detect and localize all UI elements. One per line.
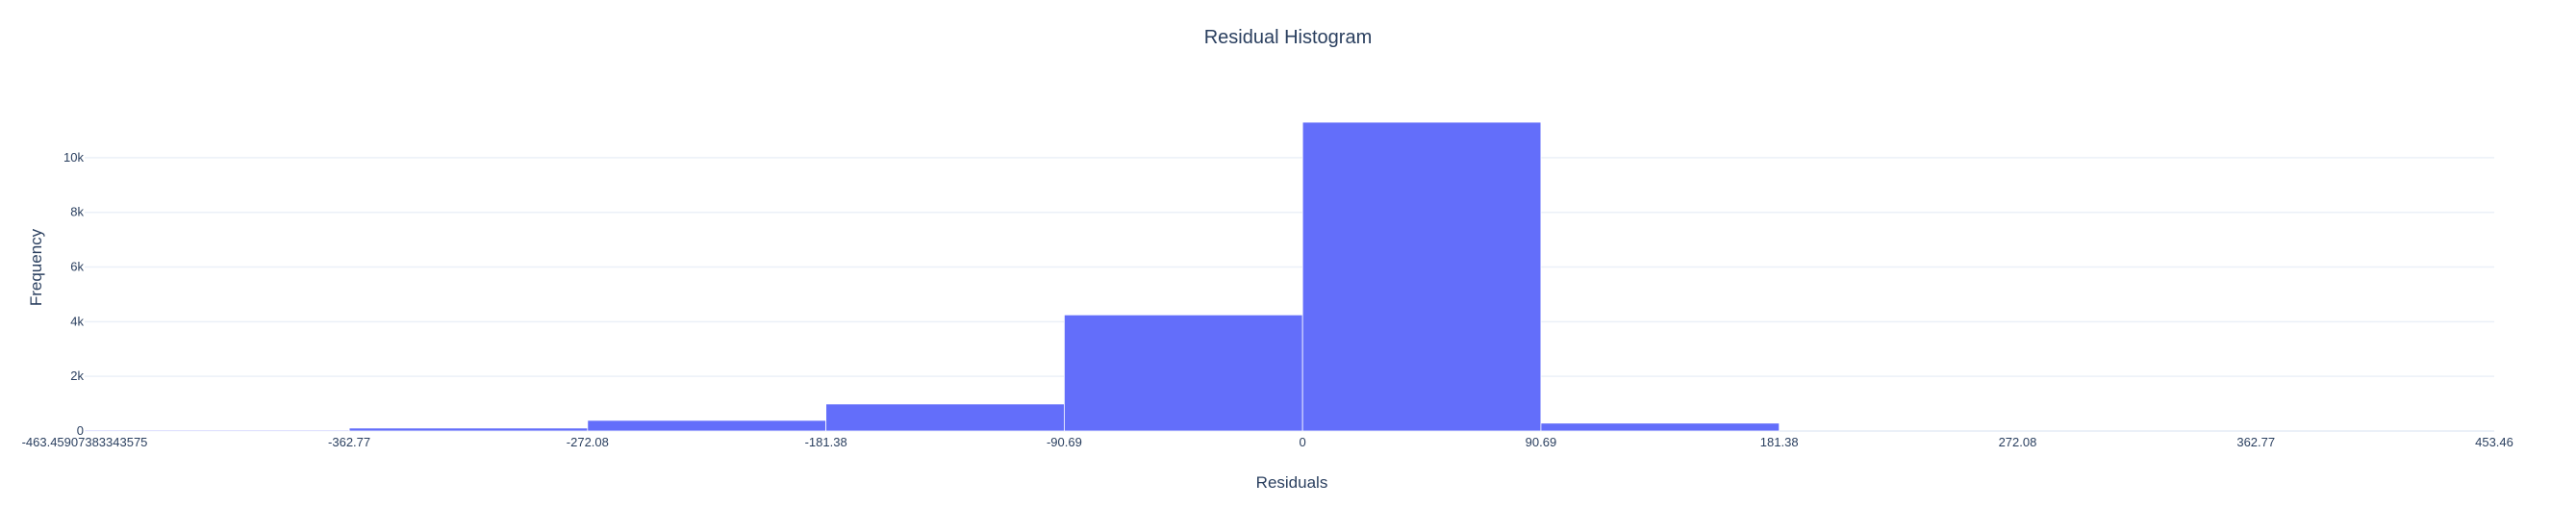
y-axis-ticks: 0 2k 4k 6k 8k 10k: [63, 150, 84, 438]
y-tick-label: 0: [77, 423, 84, 438]
x-tick-label: 453.46: [2475, 435, 2513, 449]
histogram-bar: [348, 427, 589, 432]
x-tick-label: -272.08: [567, 435, 609, 449]
y-tick-label: 2k: [70, 368, 84, 383]
x-axis-title: Residuals: [1255, 473, 1328, 492]
x-tick-label: -181.38: [805, 435, 847, 449]
x-tick-label: -362.77: [328, 435, 370, 449]
y-tick-label: 6k: [70, 260, 84, 274]
x-tick-label: 272.08: [1999, 435, 2037, 449]
x-tick-label: -90.69: [1047, 435, 1082, 449]
x-tick-label: 181.38: [1760, 435, 1799, 449]
histogram-bar: [84, 429, 350, 432]
histogram-bar: [825, 403, 1065, 432]
y-axis-title: Frequency: [27, 228, 45, 307]
histogram-bar: [1301, 121, 1542, 432]
histogram-bar: [587, 419, 827, 432]
histogram-bar: [1540, 422, 1780, 432]
x-tick-label: 90.69: [1526, 435, 1557, 449]
x-tick-label: -463.45907383343575: [22, 435, 148, 449]
y-tick-label: 4k: [70, 314, 84, 328]
chart-title: Residual Histogram: [1203, 27, 1373, 48]
histogram-bar: [1063, 314, 1303, 432]
x-tick-label: 362.77: [2236, 435, 2275, 449]
x-axis-ticks: -463.45907383343575 -362.77 -272.08 -181.38…: [22, 435, 2513, 449]
histogram-bars: [84, 121, 1780, 432]
x-tick-label: 0: [1300, 435, 1306, 449]
y-tick-label: 8k: [70, 205, 84, 219]
y-tick-label: 10k: [63, 150, 84, 165]
